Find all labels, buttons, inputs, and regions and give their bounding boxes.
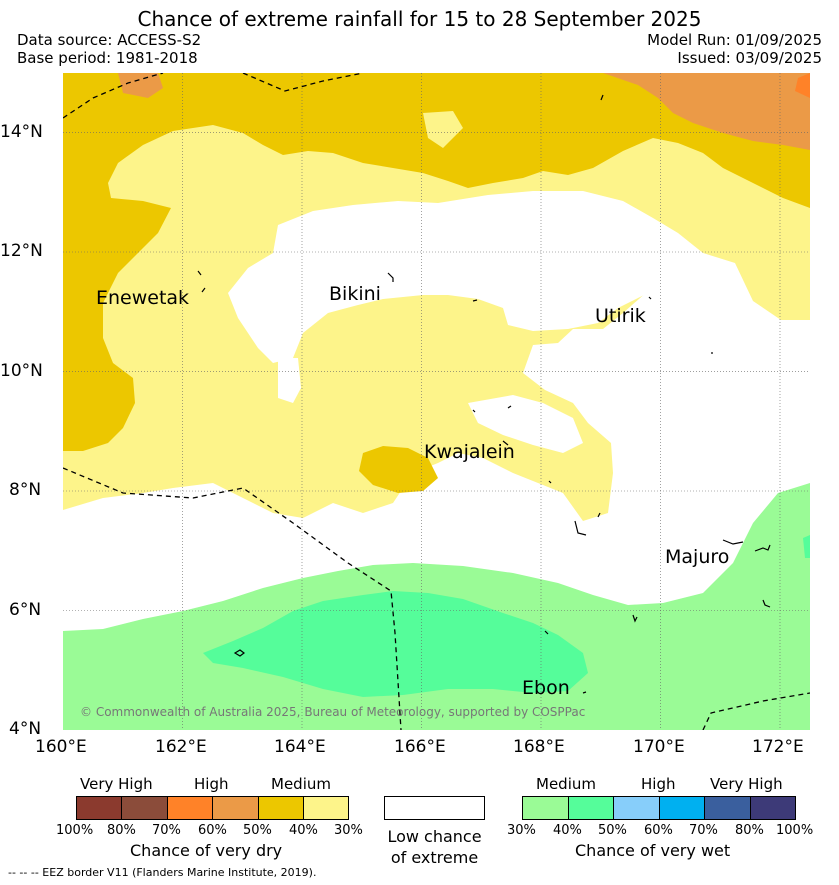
low-chance-swatch	[384, 796, 485, 820]
data-source: Data source: ACCESS-S2	[17, 31, 202, 49]
x-tick-162e: 162°E	[155, 737, 207, 757]
y-tick-6n: 6°N	[9, 600, 42, 620]
y-tick-8n: 8°N	[9, 480, 42, 500]
x-tick-172e: 172°E	[752, 737, 804, 757]
wet-legend-medium: Medium	[536, 775, 596, 793]
island-outlines	[197, 94, 771, 694]
y-tick-4n: 4°N	[9, 719, 42, 739]
dry-swatch-70-80	[121, 796, 168, 820]
dry-pct-30: 30%	[334, 823, 363, 838]
dry-high-area	[603, 73, 810, 150]
neutral-caption-line1: Low chance	[387, 827, 482, 846]
y-tick-12n: 12°N	[0, 241, 43, 261]
map-canvas	[63, 73, 810, 730]
dry-medium-light-area	[63, 73, 810, 521]
map-title: Chance of extreme rainfall for 15 to 28 …	[137, 7, 702, 31]
y-tick-10n: 10°N	[0, 361, 43, 381]
dry-pct-80: 80%	[107, 823, 136, 838]
wet-pct-60: 60%	[644, 823, 673, 838]
dry-high-strong-area	[795, 73, 810, 98]
wet-legend-very-high: Very High	[710, 775, 783, 793]
dry-legend-very-high: Very High	[80, 775, 153, 793]
model-run: Model Run: 01/09/2025	[647, 31, 822, 49]
wet-pct-100: 100%	[776, 823, 814, 838]
place-label-bikini: Bikini	[329, 283, 381, 305]
rainfall-map	[63, 73, 810, 730]
place-label-kwajalein: Kwajalein	[424, 441, 515, 463]
dry-pct-50: 50%	[243, 823, 272, 838]
place-label-majuro: Majuro	[665, 546, 730, 568]
dry-swatch-80-100	[76, 796, 122, 820]
eez-border	[63, 73, 810, 730]
wet-medium-area-coast	[803, 535, 810, 558]
dry-swatch-60-70	[167, 796, 213, 820]
eez-footnote: -- -- -- EEZ border V11 (Flanders Marine…	[8, 866, 317, 879]
x-tick-166e: 166°E	[394, 737, 446, 757]
dry-swatch-50-60	[212, 796, 259, 820]
low-chance-region-3	[468, 395, 583, 453]
dry-high-area-2	[118, 73, 163, 98]
dry-pct-40: 40%	[289, 823, 318, 838]
neutral-caption-line2: of extreme	[390, 848, 479, 867]
x-tick-164e: 164°E	[274, 737, 326, 757]
issued-date: Issued: 03/09/2025	[677, 49, 822, 67]
wet-swatch-40-50	[568, 796, 614, 820]
low-chance-region-1	[228, 191, 735, 363]
x-tick-170e: 170°E	[633, 737, 685, 757]
place-label-enewetak: Enewetak	[96, 287, 190, 309]
dry-swatch-30-40	[303, 796, 349, 820]
wet-legend-high: High	[641, 775, 676, 793]
low-chance-region-2	[278, 358, 301, 403]
dry-legend-caption: Chance of very dry	[130, 841, 283, 860]
wet-pct-50: 50%	[598, 823, 627, 838]
dry-pct-100: 100%	[56, 823, 94, 838]
dry-pct-70: 70%	[152, 823, 181, 838]
dry-legend-medium: Medium	[271, 775, 331, 793]
dry-swatch-40-50	[258, 796, 304, 820]
wet-swatch-70-80	[704, 796, 751, 820]
place-label-utirik: Utirik	[595, 305, 646, 327]
wet-swatch-80-100	[750, 796, 796, 820]
x-tick-160e: 160°E	[35, 737, 87, 757]
dry-medium-area-3	[359, 446, 438, 493]
wet-medium-strong-area	[203, 591, 588, 697]
wet-swatch-50-60	[613, 796, 660, 820]
wet-pct-40: 40%	[553, 823, 582, 838]
wet-pct-30: 30%	[507, 823, 536, 838]
dry-medium-area-2	[423, 111, 463, 148]
copyright-notice: © Commonwealth of Australia 2025, Bureau…	[80, 705, 586, 719]
base-period: Base period: 1981-2018	[17, 49, 198, 67]
y-tick-14n: 14°N	[0, 122, 43, 142]
place-label-ebon: Ebon	[522, 677, 570, 699]
wet-pct-80: 80%	[735, 823, 764, 838]
dry-pct-60: 60%	[198, 823, 227, 838]
wet-swatch-60-70	[659, 796, 705, 820]
wet-legend-caption: Chance of very wet	[575, 841, 731, 860]
wet-swatch-30-40	[522, 796, 569, 820]
x-tick-168e: 168°E	[513, 737, 565, 757]
dry-legend-high: High	[194, 775, 229, 793]
wet-pct-70: 70%	[689, 823, 718, 838]
